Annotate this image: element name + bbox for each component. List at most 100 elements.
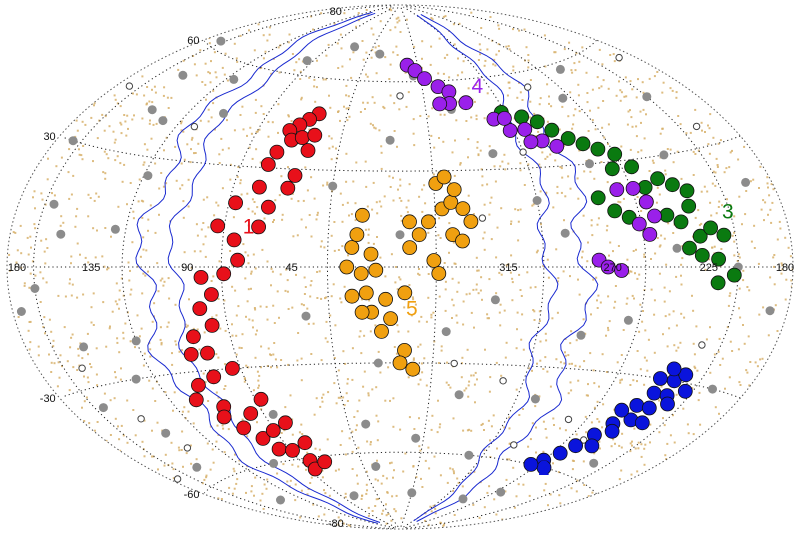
background-star bbox=[330, 137, 333, 140]
background-star bbox=[221, 187, 224, 190]
background-star bbox=[567, 354, 570, 357]
background-star bbox=[181, 184, 184, 187]
open-source bbox=[499, 377, 507, 385]
background-star bbox=[432, 311, 435, 314]
background-star bbox=[452, 417, 455, 420]
background-star bbox=[443, 523, 445, 526]
background-star bbox=[103, 150, 106, 153]
background-star bbox=[717, 142, 720, 145]
background-star bbox=[708, 127, 711, 130]
background-star bbox=[412, 132, 415, 135]
background-star bbox=[606, 224, 609, 227]
background-star bbox=[555, 248, 558, 251]
background-star bbox=[528, 116, 531, 119]
background-star bbox=[273, 342, 276, 344]
background-star bbox=[137, 200, 140, 203]
background-star bbox=[486, 92, 489, 95]
background-star bbox=[745, 369, 748, 372]
background-star bbox=[365, 9, 368, 11]
background-star bbox=[700, 222, 703, 225]
group-2-source bbox=[634, 415, 650, 431]
background-star bbox=[204, 235, 207, 238]
meridian-line bbox=[327, 6, 399, 528]
group-5-source bbox=[349, 227, 365, 243]
background-star bbox=[219, 327, 222, 330]
background-star bbox=[287, 115, 290, 118]
group-1-source bbox=[280, 180, 296, 196]
background-star bbox=[652, 161, 655, 164]
background-star bbox=[767, 213, 769, 216]
background-star bbox=[181, 430, 184, 433]
background-star bbox=[256, 130, 259, 133]
background-star bbox=[26, 236, 29, 239]
background-star bbox=[253, 49, 256, 52]
background-star bbox=[597, 294, 600, 297]
background-star bbox=[572, 114, 575, 117]
lon-tick-label: 135 bbox=[82, 262, 100, 274]
background-star bbox=[306, 307, 309, 310]
background-star bbox=[442, 72, 445, 75]
background-star bbox=[697, 149, 700, 152]
background-star bbox=[454, 139, 456, 142]
background-star bbox=[477, 292, 480, 295]
background-star bbox=[694, 153, 697, 155]
background-star bbox=[80, 154, 83, 157]
background-star bbox=[257, 23, 260, 26]
background-star bbox=[543, 489, 546, 492]
background-star bbox=[385, 514, 388, 517]
background-star bbox=[408, 416, 411, 419]
group-4-source bbox=[642, 226, 658, 242]
background-star bbox=[163, 464, 166, 467]
background-star bbox=[754, 361, 757, 364]
background-star bbox=[182, 216, 185, 219]
background-star bbox=[698, 224, 701, 227]
background-star bbox=[518, 29, 521, 32]
background-star bbox=[349, 524, 351, 527]
background-star bbox=[119, 121, 122, 124]
background-star bbox=[295, 61, 298, 64]
background-star bbox=[656, 71, 659, 73]
background-star bbox=[596, 400, 599, 403]
background-star bbox=[419, 115, 422, 117]
background-star bbox=[640, 210, 643, 212]
background-star bbox=[96, 137, 99, 140]
background-star bbox=[300, 96, 303, 99]
background-star bbox=[263, 217, 266, 220]
background-star bbox=[226, 119, 228, 122]
background-star bbox=[596, 299, 598, 302]
background-star bbox=[103, 129, 106, 132]
grey-source bbox=[642, 92, 652, 102]
background-star bbox=[45, 238, 48, 241]
background-star bbox=[260, 105, 263, 108]
background-star bbox=[346, 382, 349, 385]
background-star bbox=[360, 298, 363, 301]
background-star bbox=[664, 169, 667, 172]
grey-source bbox=[441, 327, 451, 337]
background-star bbox=[16, 249, 19, 252]
group-1-source bbox=[260, 199, 276, 215]
background-star bbox=[240, 347, 243, 349]
background-star bbox=[207, 71, 210, 74]
background-star bbox=[217, 356, 220, 359]
background-star bbox=[517, 220, 520, 223]
background-star bbox=[277, 46, 280, 49]
background-star bbox=[658, 193, 661, 196]
background-star bbox=[221, 66, 224, 69]
background-star bbox=[374, 46, 377, 49]
background-star bbox=[742, 269, 745, 272]
background-star bbox=[53, 194, 56, 197]
background-star bbox=[443, 113, 446, 116]
background-star bbox=[129, 293, 132, 296]
background-star bbox=[692, 433, 695, 436]
background-star bbox=[709, 371, 712, 374]
grey-source bbox=[16, 307, 26, 316]
background-star bbox=[258, 128, 261, 131]
background-star bbox=[759, 165, 762, 168]
background-star bbox=[310, 476, 313, 479]
background-star bbox=[562, 270, 565, 273]
group-5-source bbox=[374, 323, 389, 339]
background-star bbox=[134, 346, 136, 349]
background-star bbox=[46, 178, 49, 181]
group-3-source bbox=[544, 122, 560, 138]
background-star bbox=[614, 300, 617, 303]
